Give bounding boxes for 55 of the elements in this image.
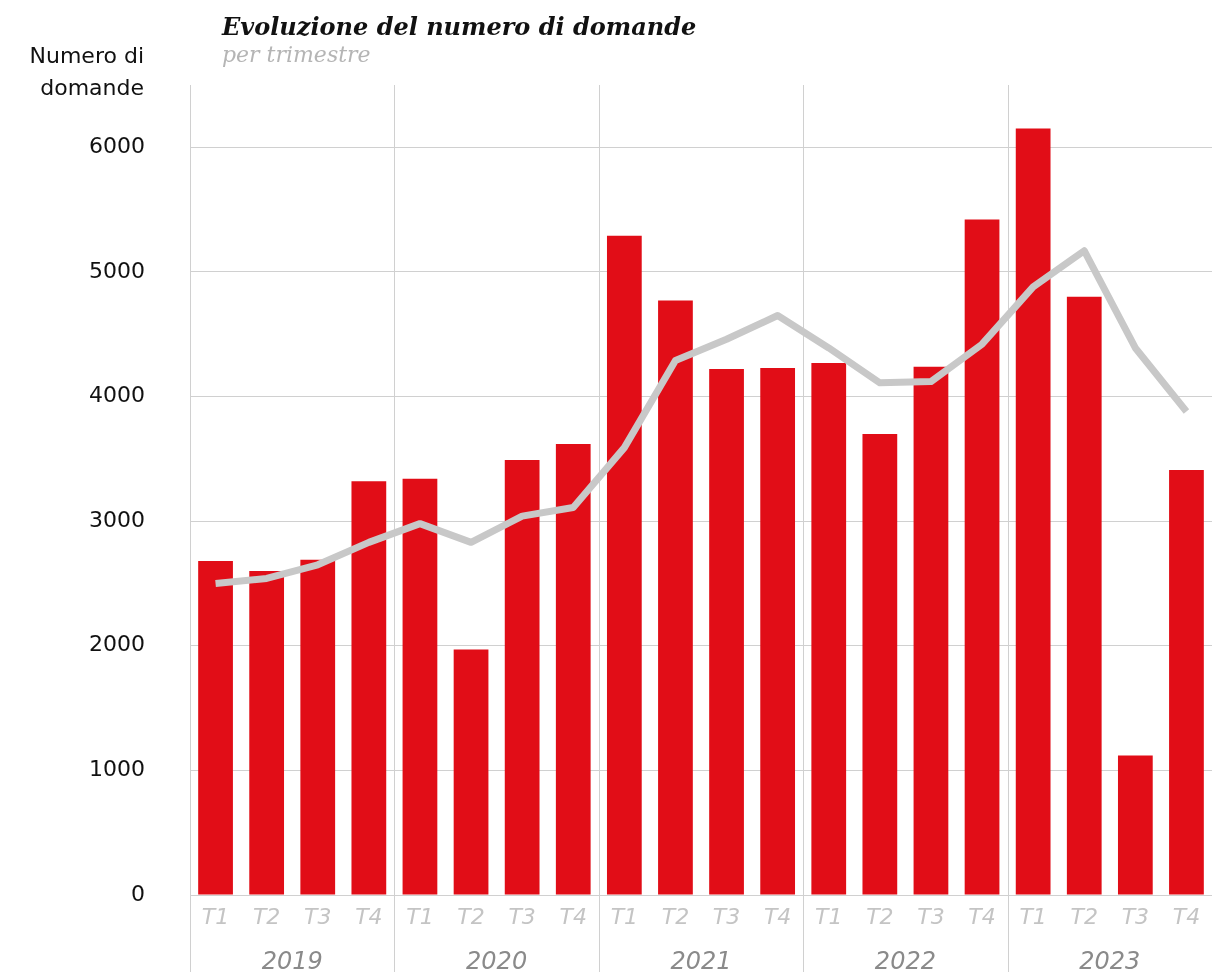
bar bbox=[1015, 128, 1051, 895]
x-tick-label: T1 bbox=[610, 903, 639, 929]
bar bbox=[249, 571, 285, 895]
bar bbox=[198, 561, 233, 895]
text: 2023 bbox=[1079, 947, 1141, 975]
text: 2021 bbox=[670, 947, 732, 975]
bar bbox=[760, 367, 796, 895]
x-tick-label: T3 bbox=[1121, 903, 1150, 929]
x-tick-label: T1 bbox=[406, 903, 434, 929]
chart-subtitle: per trimestre bbox=[222, 42, 371, 67]
x-tick-label: T3 bbox=[917, 903, 945, 929]
bar bbox=[913, 366, 949, 895]
x-tick-label: T2 bbox=[1070, 903, 1098, 929]
bar bbox=[862, 433, 898, 895]
y-tick-label: 3000 bbox=[89, 506, 145, 532]
bar bbox=[606, 235, 642, 895]
x-tick-label: T3 bbox=[304, 903, 332, 929]
y-tick-label: 1000 bbox=[89, 756, 145, 782]
chart-title: Evoluzione del numero di domande bbox=[222, 12, 697, 41]
x-tick-label: T4 bbox=[355, 903, 383, 929]
text: 2019 bbox=[261, 947, 323, 975]
x-tick-label: T3 bbox=[508, 903, 536, 929]
x-tick-label: T1 bbox=[201, 903, 230, 929]
y-tick-label: 4000 bbox=[89, 382, 145, 408]
y-tick-label: 6000 bbox=[89, 133, 145, 159]
x-tick-label: T2 bbox=[866, 903, 894, 929]
bar bbox=[504, 460, 540, 895]
y-tick-label: 5000 bbox=[89, 257, 145, 283]
bar bbox=[453, 649, 489, 895]
bar bbox=[300, 559, 336, 895]
bar bbox=[964, 219, 1000, 895]
x-tick-label: T4 bbox=[1172, 903, 1201, 929]
text: 2022 bbox=[874, 947, 936, 975]
bar bbox=[555, 443, 591, 895]
x-tick-label: T4 bbox=[559, 903, 587, 929]
bar bbox=[709, 369, 744, 895]
bar bbox=[658, 300, 693, 895]
bar bbox=[811, 362, 847, 895]
x-tick-label: T2 bbox=[661, 903, 690, 929]
y-tick-label: 0 bbox=[131, 880, 145, 906]
bar bbox=[1169, 470, 1204, 895]
x-tick-label: T4 bbox=[763, 903, 792, 929]
x-tick-label: T3 bbox=[712, 903, 741, 929]
x-tick-label: T2 bbox=[457, 903, 485, 929]
bar bbox=[1117, 755, 1153, 895]
bar bbox=[351, 481, 387, 895]
y-axis-title: Numero di domande bbox=[28, 42, 144, 102]
y-tick-label: 2000 bbox=[89, 631, 145, 657]
x-tick-label: T2 bbox=[252, 903, 281, 929]
x-tick-label: T1 bbox=[1019, 903, 1047, 929]
text: 2020 bbox=[466, 947, 528, 975]
x-tick-label: T4 bbox=[968, 903, 996, 929]
x-tick-label: T1 bbox=[815, 903, 843, 929]
bar bbox=[402, 478, 438, 895]
bar bbox=[1066, 296, 1102, 895]
